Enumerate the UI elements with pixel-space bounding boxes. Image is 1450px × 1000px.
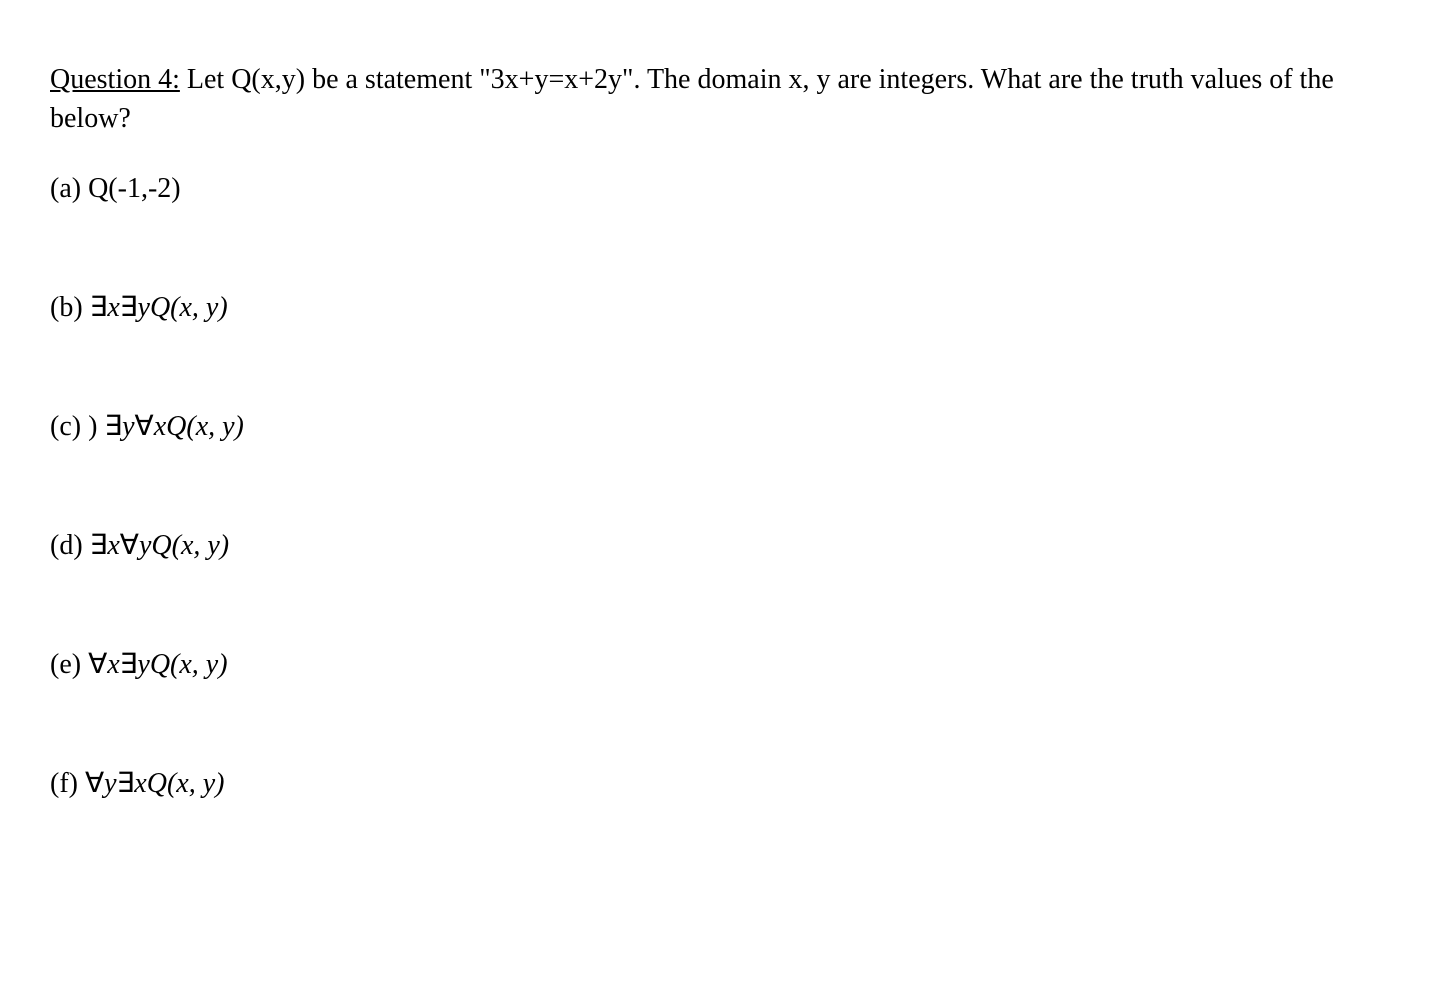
predicate-q: Q	[150, 292, 170, 323]
forall-symbol: ∀	[85, 768, 104, 799]
part-a-label: (a)	[50, 173, 88, 204]
forall-symbol: ∀	[135, 411, 154, 442]
part-e: (e) ∀x∃yQ(x, y)	[50, 647, 1400, 681]
exists-symbol: ∃	[117, 768, 135, 799]
predicate-args: (x, y)	[170, 292, 228, 323]
exists-symbol: ∃	[90, 530, 108, 561]
forall-symbol: ∀	[88, 649, 107, 680]
variable-y: y	[138, 292, 150, 323]
variable-y: y	[104, 768, 116, 799]
predicate-args: (x, y)	[172, 530, 230, 561]
variable-x: x	[107, 649, 119, 680]
part-f: (f) ∀y∃xQ(x, y)	[50, 766, 1400, 800]
part-c: (c) ) ∃y∀xQ(x, y)	[50, 409, 1400, 443]
variable-x: x	[154, 411, 166, 442]
part-f-label: (f)	[50, 768, 85, 799]
variable-y: y	[139, 530, 151, 561]
question-prompt: Let Q(x,y) be a statement "3x+y=x+2y". T…	[50, 64, 1334, 134]
predicate-q: Q	[151, 530, 171, 561]
exists-symbol: ∃	[120, 649, 138, 680]
predicate-args: (x, y)	[186, 411, 244, 442]
predicate-args: (x, y)	[170, 649, 228, 680]
part-b: (b) ∃x∃yQ(x, y)	[50, 290, 1400, 324]
variable-x: x	[134, 768, 146, 799]
forall-symbol: ∀	[120, 530, 139, 561]
part-e-label: (e)	[50, 649, 88, 680]
variable-x: x	[107, 530, 119, 561]
variable-y: y	[122, 411, 134, 442]
part-b-label: (b)	[50, 292, 90, 323]
part-d-label: (d)	[50, 530, 90, 561]
predicate-args: (x, y)	[167, 768, 225, 799]
predicate-q: Q	[150, 649, 170, 680]
question-label: Question 4:	[50, 64, 180, 95]
exists-symbol: ∃	[104, 411, 122, 442]
part-a-expression: Q(-1,-2)	[88, 173, 181, 204]
exists-symbol: ∃	[120, 292, 138, 323]
part-d: (d) ∃x∀yQ(x, y)	[50, 528, 1400, 562]
part-a: (a) Q(-1,-2)	[50, 173, 1400, 205]
variable-x: x	[107, 292, 119, 323]
part-c-label: (c) )	[50, 411, 104, 442]
predicate-q: Q	[166, 411, 186, 442]
variable-y: y	[137, 649, 149, 680]
predicate-q: Q	[147, 768, 167, 799]
question-header: Question 4: Let Q(x,y) be a statement "3…	[50, 60, 1400, 138]
exists-symbol: ∃	[90, 292, 108, 323]
